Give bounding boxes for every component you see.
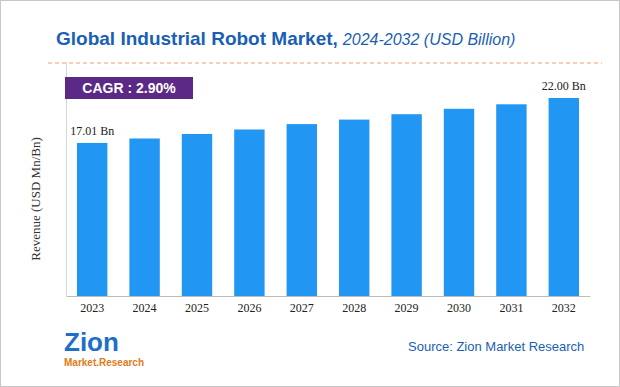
subtitle: 2024-2032 (USD Billion)	[342, 31, 516, 48]
x-axis: 2023 2024 2025 2026 2027 2028 2029 2030 2031 2032	[67, 296, 591, 315]
bar	[287, 124, 317, 296]
annotation: 17.01 Bn	[70, 124, 114, 138]
bar	[339, 120, 369, 296]
bar	[182, 134, 212, 296]
x-tick-label: 2024	[133, 301, 157, 315]
x-tick: 2032	[552, 296, 576, 315]
cagr-badge: CAGR : 2.90%	[65, 77, 193, 99]
annotation: 22.00 Bn	[542, 79, 586, 93]
bar	[129, 139, 159, 297]
cagr-text: CAGR : 2.90%	[82, 80, 176, 96]
bar	[444, 109, 474, 296]
cagr-box	[65, 77, 193, 99]
x-tick: 2029	[395, 296, 419, 315]
logo-main: Zion	[64, 327, 119, 357]
x-tick: 2031	[499, 296, 523, 315]
x-tick-label: 2029	[395, 301, 419, 315]
x-tick-label: 2023	[80, 301, 104, 315]
x-tick: 2025	[185, 296, 209, 315]
x-tick: 2028	[342, 296, 366, 315]
chart: Global Industrial Robot Market,2024-2032…	[0, 0, 620, 387]
bar	[77, 143, 107, 296]
title-rule	[48, 62, 602, 63]
source: Source: Zion Market Research	[408, 339, 584, 354]
logo-sub: Market.Research	[64, 357, 144, 368]
x-tick: 2030	[447, 296, 471, 315]
bar	[234, 130, 264, 297]
title-line: Global Industrial Robot Market,2024-2032…	[56, 28, 515, 49]
x-tick: 2023	[80, 296, 104, 315]
title: Global Industrial Robot Market,	[56, 28, 338, 49]
x-tick-label: 2025	[185, 301, 209, 315]
x-tick: 2027	[290, 296, 314, 315]
x-tick-label: 2028	[342, 301, 366, 315]
x-tick-label: 2027	[290, 301, 314, 315]
x-axis-line	[67, 296, 591, 297]
x-tick: 2026	[237, 296, 261, 315]
x-tick: 2024	[133, 296, 157, 315]
y-axis-title: Revenue (USD Mn/Bn)	[28, 137, 43, 261]
bar	[391, 114, 421, 296]
x-tick-label: 2032	[552, 301, 576, 315]
frame	[1, 1, 620, 387]
x-tick-label: 2026	[237, 301, 261, 315]
bar	[496, 104, 526, 296]
bars	[77, 98, 579, 296]
x-tick-label: 2031	[499, 301, 523, 315]
x-tick-label: 2030	[447, 301, 471, 315]
bar	[549, 98, 579, 296]
